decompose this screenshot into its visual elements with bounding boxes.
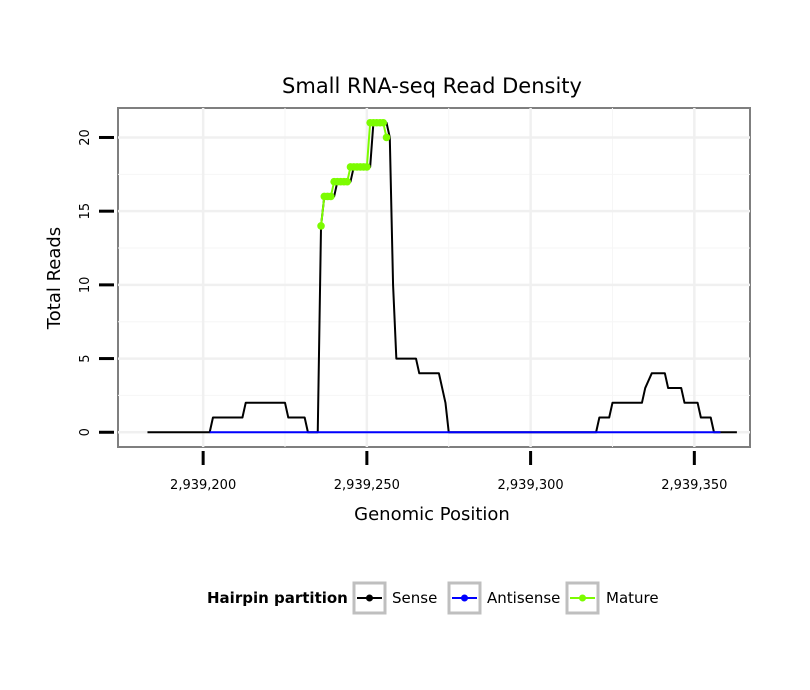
mature-point	[317, 222, 325, 230]
legend-dot-mature	[579, 594, 586, 602]
plot-panel	[117, 107, 751, 448]
y-axis-label: Total Reads	[44, 227, 65, 330]
legend-entry-mature: Mature	[565, 581, 659, 615]
legend-entry-sense: Sense	[352, 581, 437, 615]
legend-dot-antisense	[461, 594, 468, 602]
axis-layer: 2,939,200 2,939,250 2,939,300 2,939,350 0 5 10…	[78, 129, 727, 493]
legend-label-sense: Sense	[392, 589, 437, 607]
mature-point	[379, 118, 388, 127]
y-tick-label: 15	[78, 203, 93, 220]
x-tick-label: 2,939,200	[170, 478, 236, 493]
x-axis-label: Genomic Position	[354, 504, 510, 525]
x-tick-label: 2,939,300	[498, 478, 564, 493]
y-tick-label: 20	[78, 129, 93, 146]
x-tick-label: 2,939,350	[661, 478, 727, 493]
legend: Hairpin partition Sense Antisense Mature	[207, 581, 659, 615]
mature-point	[327, 192, 335, 201]
legend-label-mature: Mature	[606, 589, 659, 607]
y-tick-label: 0	[78, 428, 93, 436]
chart-title: Small RNA-seq Read Density	[282, 74, 582, 98]
mature-point	[343, 177, 352, 186]
legend-entry-antisense: Antisense	[447, 581, 560, 615]
legend-label-antisense: Antisense	[487, 589, 560, 607]
y-tick-label: 10	[78, 277, 93, 294]
legend-title: Hairpin partition	[207, 589, 348, 607]
mature-point	[382, 133, 391, 142]
y-tick-label: 5	[78, 354, 93, 362]
x-tick-label: 2,939,250	[334, 478, 400, 493]
series-line-sense	[147, 121, 737, 434]
series-layer	[147, 118, 737, 434]
mature-point	[363, 163, 371, 171]
legend-dot-sense	[366, 594, 373, 602]
